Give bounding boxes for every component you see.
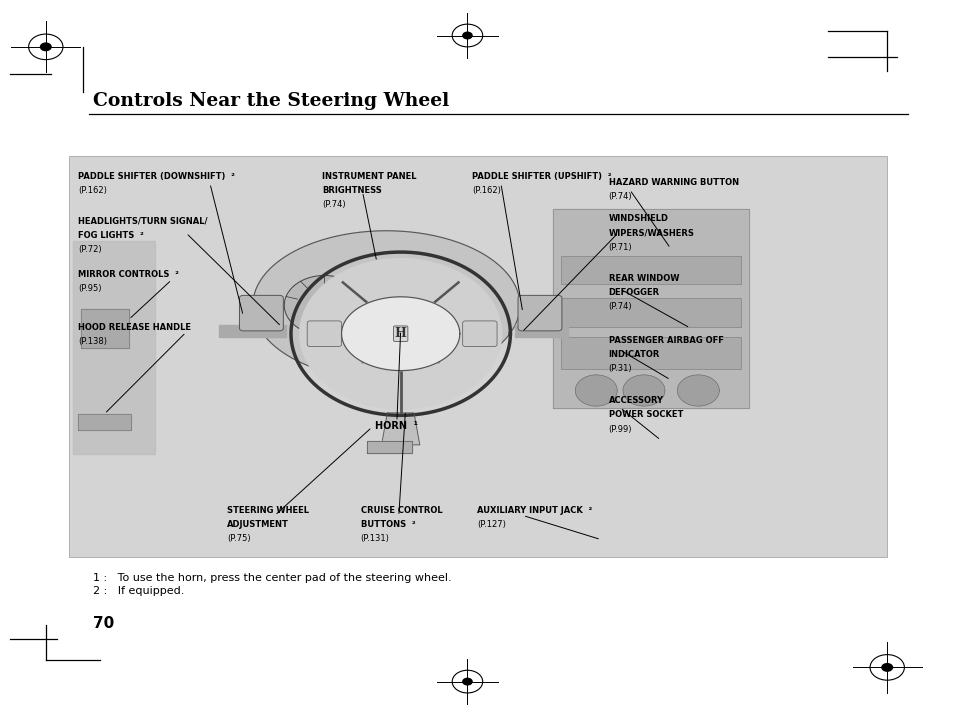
Text: (P.74): (P.74) (608, 302, 632, 312)
Text: (P.127): (P.127) (476, 520, 505, 529)
Polygon shape (553, 209, 748, 408)
Polygon shape (78, 414, 131, 430)
Polygon shape (381, 413, 419, 445)
Text: DEFOGGER: DEFOGGER (608, 288, 659, 297)
Text: (P.138): (P.138) (78, 337, 107, 346)
Circle shape (881, 663, 892, 672)
Circle shape (461, 31, 473, 40)
Text: H: H (395, 327, 406, 340)
Polygon shape (515, 325, 567, 337)
Text: (P.162): (P.162) (78, 186, 107, 195)
Text: 2 :   If equipped.: 2 : If equipped. (93, 586, 185, 596)
Text: REAR WINDOW: REAR WINDOW (608, 274, 679, 283)
Text: INDICATOR: INDICATOR (608, 350, 659, 359)
Polygon shape (341, 297, 459, 371)
FancyBboxPatch shape (560, 298, 740, 327)
Text: PASSENGER AIRBAG OFF: PASSENGER AIRBAG OFF (608, 336, 722, 345)
Polygon shape (73, 241, 154, 454)
FancyBboxPatch shape (560, 256, 740, 284)
Text: HOOD RELEASE HANDLE: HOOD RELEASE HANDLE (78, 323, 191, 332)
Polygon shape (398, 275, 478, 335)
Text: (P.75): (P.75) (227, 534, 251, 543)
Circle shape (622, 375, 664, 406)
Polygon shape (219, 325, 286, 337)
Text: CRUISE CONTROL: CRUISE CONTROL (360, 506, 442, 515)
Text: PADDLE SHIFTER (DOWNSHIFT)  ²: PADDLE SHIFTER (DOWNSHIFT) ² (78, 172, 234, 181)
Polygon shape (367, 442, 412, 453)
Text: ACCESSORY: ACCESSORY (608, 396, 663, 405)
Text: WIPERS/WASHERS: WIPERS/WASHERS (608, 229, 694, 238)
Text: HORN  ¹: HORN ¹ (375, 421, 417, 431)
Text: FOG LIGHTS  ²: FOG LIGHTS ² (78, 231, 144, 240)
FancyBboxPatch shape (560, 337, 740, 369)
Circle shape (575, 375, 617, 406)
FancyBboxPatch shape (462, 321, 497, 346)
Text: (P.74): (P.74) (608, 192, 632, 202)
FancyBboxPatch shape (307, 321, 341, 346)
Text: Controls Near the Steering Wheel: Controls Near the Steering Wheel (93, 92, 449, 110)
Text: (P.95): (P.95) (78, 284, 102, 293)
Text: PADDLE SHIFTER (UPSHIFT)  ²: PADDLE SHIFTER (UPSHIFT) ² (472, 172, 611, 181)
Text: HEADLIGHTS/TURN SIGNAL/: HEADLIGHTS/TURN SIGNAL/ (78, 217, 208, 226)
Circle shape (461, 677, 473, 686)
Text: STEERING WHEEL: STEERING WHEEL (227, 506, 309, 515)
Text: 1 :   To use the horn, press the center pad of the steering wheel.: 1 : To use the horn, press the center pa… (93, 573, 452, 583)
Text: AUXILIARY INPUT JACK  ²: AUXILIARY INPUT JACK ² (476, 506, 592, 515)
FancyBboxPatch shape (239, 295, 283, 331)
Circle shape (40, 43, 51, 51)
Text: (P.74): (P.74) (322, 200, 346, 209)
Text: (P.72): (P.72) (78, 245, 102, 254)
Polygon shape (284, 275, 364, 335)
Text: ADJUSTMENT: ADJUSTMENT (227, 520, 289, 529)
Text: 70: 70 (93, 616, 114, 631)
Polygon shape (253, 231, 519, 380)
Text: BUTTONS  ²: BUTTONS ² (360, 520, 415, 529)
Circle shape (677, 375, 719, 406)
Text: POWER SOCKET: POWER SOCKET (608, 410, 682, 420)
FancyBboxPatch shape (517, 295, 561, 331)
Text: BRIGHTNESS: BRIGHTNESS (322, 186, 382, 195)
Polygon shape (81, 309, 129, 348)
Text: MIRROR CONTROLS  ²: MIRROR CONTROLS ² (78, 270, 179, 279)
Text: INSTRUMENT PANEL: INSTRUMENT PANEL (322, 172, 416, 181)
Text: WINDSHIELD: WINDSHIELD (608, 214, 668, 224)
Text: (P.162): (P.162) (472, 186, 500, 195)
Text: (P.99): (P.99) (608, 425, 632, 434)
Text: HAZARD WARNING BUTTON: HAZARD WARNING BUTTON (608, 178, 738, 187)
Text: (P.71): (P.71) (608, 243, 632, 252)
Text: (P.31): (P.31) (608, 364, 632, 373)
Text: (P.131): (P.131) (360, 534, 389, 543)
FancyBboxPatch shape (69, 156, 886, 557)
Polygon shape (299, 258, 501, 409)
